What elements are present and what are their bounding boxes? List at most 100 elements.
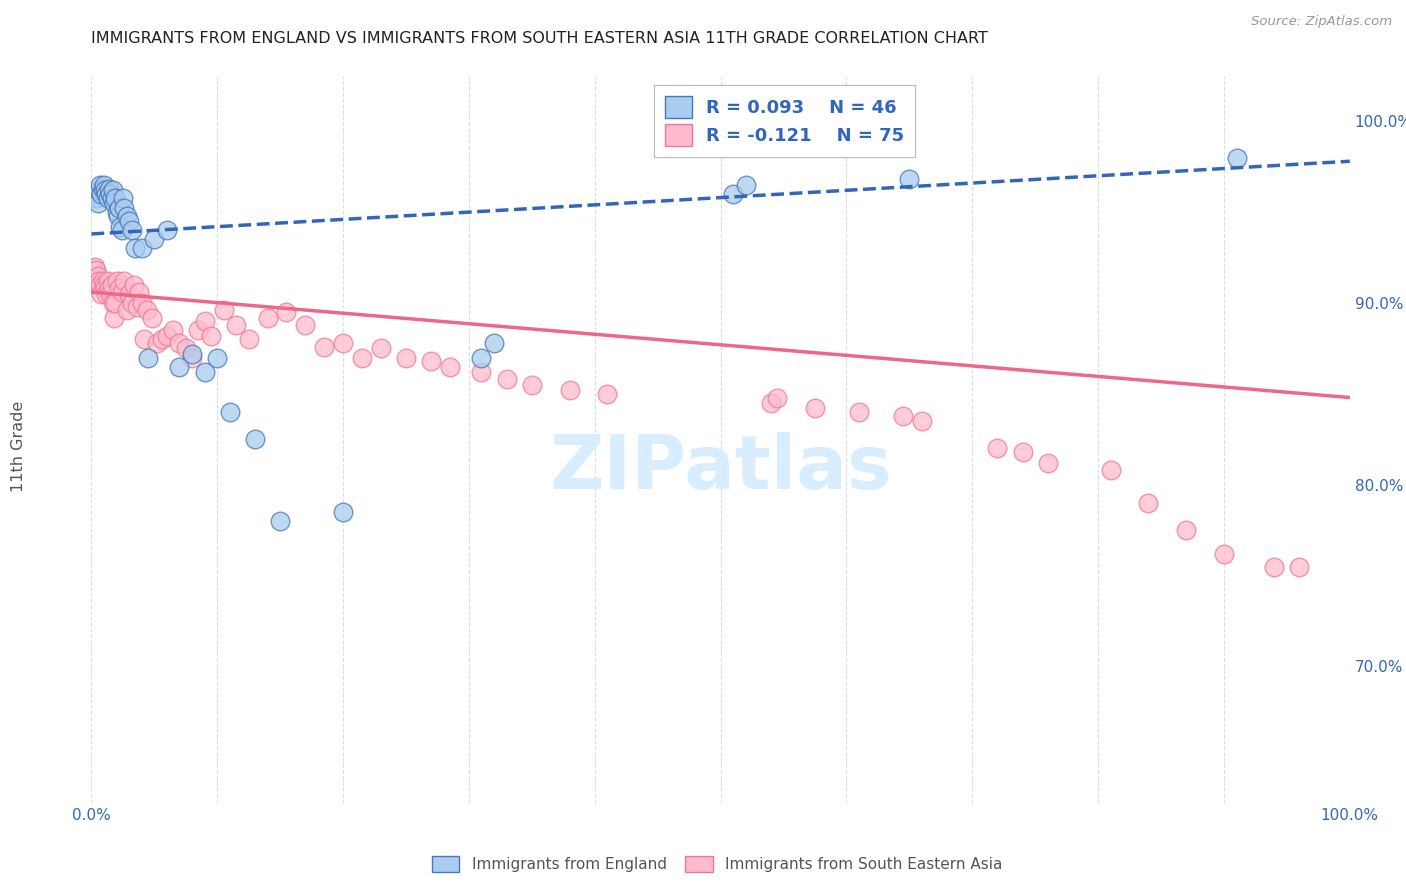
Point bbox=[169, 359, 191, 374]
Point bbox=[93, 178, 115, 192]
Point bbox=[156, 328, 179, 343]
Point bbox=[100, 191, 122, 205]
Point bbox=[734, 178, 756, 192]
Point bbox=[143, 232, 166, 246]
Point bbox=[141, 310, 163, 325]
Point bbox=[156, 223, 179, 237]
Point bbox=[121, 223, 143, 237]
Point bbox=[848, 405, 870, 419]
Point bbox=[1288, 559, 1310, 574]
Point bbox=[470, 365, 492, 379]
Point bbox=[1099, 463, 1122, 477]
Point bbox=[495, 372, 517, 386]
Point bbox=[98, 181, 121, 195]
Point bbox=[86, 196, 108, 211]
Point bbox=[759, 396, 782, 410]
Point bbox=[276, 305, 298, 319]
Point bbox=[94, 183, 117, 197]
Point bbox=[105, 274, 128, 288]
Point bbox=[804, 401, 827, 416]
Text: ZIPatlas: ZIPatlas bbox=[550, 432, 891, 505]
Point bbox=[108, 281, 131, 295]
Point bbox=[86, 268, 108, 283]
Point bbox=[87, 183, 110, 197]
Point bbox=[115, 209, 138, 223]
Point bbox=[110, 223, 132, 237]
Point bbox=[1011, 445, 1033, 459]
Point bbox=[134, 332, 156, 346]
Point bbox=[91, 181, 114, 195]
Point bbox=[103, 310, 125, 325]
Point bbox=[218, 405, 240, 419]
Point bbox=[350, 351, 373, 365]
Point bbox=[105, 205, 128, 219]
Point bbox=[84, 186, 107, 201]
Text: Source: ZipAtlas.com: Source: ZipAtlas.com bbox=[1251, 15, 1392, 29]
Point bbox=[97, 191, 120, 205]
Point bbox=[104, 296, 127, 310]
Point bbox=[97, 274, 120, 288]
Point bbox=[314, 340, 336, 354]
Point bbox=[125, 300, 148, 314]
Point bbox=[911, 414, 934, 428]
Point bbox=[1263, 559, 1285, 574]
Point bbox=[194, 365, 217, 379]
Point bbox=[96, 186, 118, 201]
Point bbox=[332, 336, 354, 351]
Point bbox=[986, 442, 1008, 456]
Point bbox=[225, 318, 247, 332]
Point bbox=[121, 296, 143, 310]
Point bbox=[439, 359, 461, 374]
Point bbox=[118, 286, 141, 301]
Point bbox=[98, 186, 121, 201]
Point bbox=[100, 277, 122, 292]
Point bbox=[111, 191, 134, 205]
Point bbox=[90, 286, 112, 301]
Point bbox=[332, 505, 354, 519]
Point bbox=[94, 281, 117, 295]
Point bbox=[470, 351, 492, 365]
Point bbox=[86, 263, 108, 277]
Point bbox=[131, 296, 153, 310]
Point bbox=[200, 328, 222, 343]
Point bbox=[84, 260, 107, 274]
Point bbox=[86, 191, 108, 205]
Point bbox=[181, 351, 204, 365]
Text: 11th Grade: 11th Grade bbox=[11, 401, 25, 491]
Point bbox=[558, 383, 581, 397]
Point bbox=[187, 323, 209, 337]
Point bbox=[98, 286, 121, 301]
Legend: Immigrants from England, Immigrants from South Eastern Asia: Immigrants from England, Immigrants from… bbox=[425, 848, 1010, 880]
Point bbox=[294, 318, 316, 332]
Point bbox=[174, 342, 197, 356]
Point bbox=[1137, 496, 1160, 510]
Point bbox=[721, 186, 744, 201]
Point bbox=[482, 336, 505, 351]
Point bbox=[124, 242, 146, 256]
Point bbox=[370, 342, 392, 356]
Point bbox=[108, 202, 131, 216]
Point bbox=[162, 323, 184, 337]
Point bbox=[87, 274, 110, 288]
Point bbox=[103, 196, 125, 211]
Point bbox=[205, 351, 228, 365]
Point bbox=[135, 303, 157, 318]
Point bbox=[122, 277, 145, 292]
Point bbox=[1212, 547, 1236, 561]
Point bbox=[118, 214, 141, 228]
Text: IMMIGRANTS FROM ENGLAND VS IMMIGRANTS FROM SOUTH EASTERN ASIA 11TH GRADE CORRELA: IMMIGRANTS FROM ENGLAND VS IMMIGRANTS FR… bbox=[91, 31, 988, 46]
Point bbox=[256, 310, 278, 325]
Point bbox=[181, 347, 204, 361]
Legend: R = 0.093    N = 46, R = -0.121    N = 75: R = 0.093 N = 46, R = -0.121 N = 75 bbox=[654, 85, 915, 157]
Point bbox=[766, 391, 789, 405]
Point bbox=[98, 281, 121, 295]
Point bbox=[520, 377, 543, 392]
Point bbox=[83, 274, 105, 288]
Point bbox=[128, 285, 150, 299]
Point bbox=[101, 183, 124, 197]
Point bbox=[93, 277, 115, 292]
Point bbox=[194, 314, 217, 328]
Point bbox=[150, 332, 173, 346]
Point bbox=[107, 209, 129, 223]
Point bbox=[110, 219, 132, 234]
